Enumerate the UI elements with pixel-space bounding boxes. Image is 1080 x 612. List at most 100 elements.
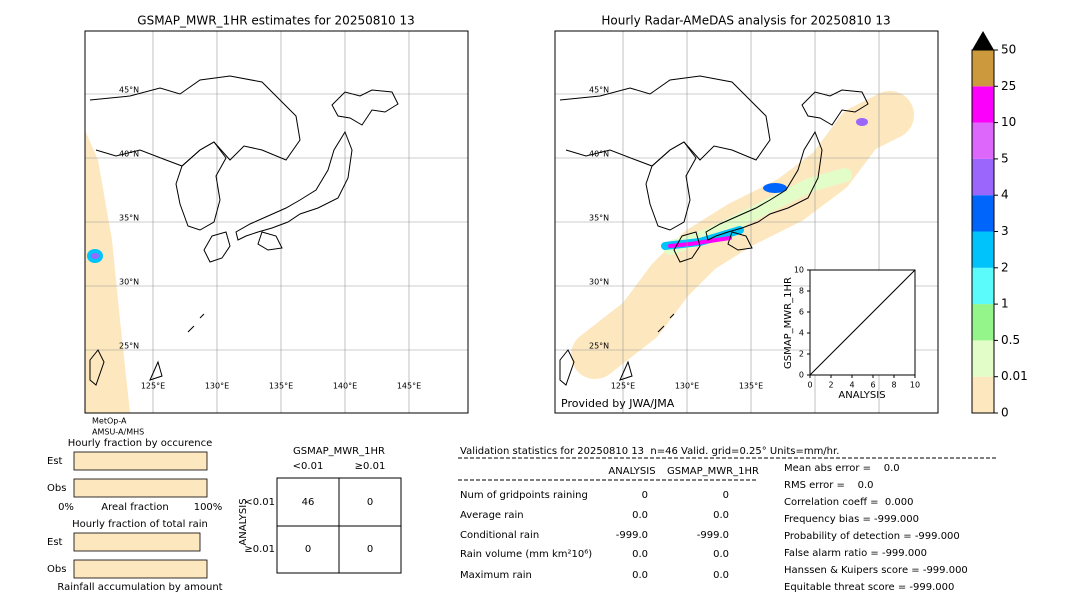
colorbar-segment [972, 231, 994, 268]
lat-label: 35°N [589, 214, 609, 223]
row-label: Est [47, 537, 63, 548]
colorbar: 0 0.01 0.5 1 2 3 4 5 10 25 50 [971, 31, 1028, 420]
inset-ylabel: GSMAP_MWR_1HR [783, 277, 794, 369]
lat-label: 30°N [119, 278, 139, 287]
y-tick-label: 10 [794, 266, 804, 275]
table-cell: 0 [305, 544, 311, 555]
table-cell: 0.0 [713, 549, 729, 560]
y-tick-label: 6 [799, 308, 804, 317]
lon-label: 130°E [205, 382, 229, 391]
row-label: Est [47, 456, 63, 467]
score: Mean abs error = 0.0 [784, 463, 900, 474]
rain-area [91, 253, 99, 259]
colorbar-label: 5 [1001, 151, 1009, 165]
table-cell: 0.0 [632, 510, 648, 521]
table-cell: 0.0 [713, 570, 729, 581]
coastline [89, 75, 399, 381]
table-title: GSMAP_MWR_1HR [293, 446, 385, 457]
row-label: Average rain [460, 510, 524, 521]
row-label: Obs [47, 483, 66, 494]
colorbar-segment [972, 158, 994, 196]
colorbar-segment [972, 267, 994, 305]
score: Hanssen & Kuipers score = -999.000 [784, 565, 968, 576]
colorbar-segment [972, 340, 994, 377]
y-tick-label: 0 [799, 371, 804, 380]
diagonal [809, 269, 916, 376]
x-tick-label: 4 [849, 381, 854, 390]
lat-label: 30°N [589, 278, 609, 287]
x-tick-label: 8 [891, 381, 896, 390]
lon-label: 130°E [675, 382, 699, 391]
map-frame [554, 30, 939, 414]
panel-title: Hourly fraction by occurence [68, 438, 212, 449]
row-header: ≥0.01 [244, 544, 275, 555]
graticule [85, 31, 468, 413]
y-tick-label: 4 [799, 329, 804, 338]
satellite-note: MetOp-A [92, 417, 127, 426]
y-tick-label: 8 [799, 287, 804, 296]
colorbar-label: 2 [1001, 260, 1009, 274]
left-map-content [85, 31, 468, 413]
credit: Provided by JWA/JMA [561, 397, 675, 410]
lat-label: 45°N [589, 86, 609, 95]
lon-label: 145°E [397, 382, 421, 391]
rain-area [763, 183, 787, 193]
colorbar-segment [972, 50, 994, 87]
score: False alarm ratio = -999.000 [784, 548, 927, 559]
score: Probability of detection = -999.000 [784, 531, 960, 542]
inset-axes: 00 2 2 4 4 6 6 8 8 10 10 [794, 266, 920, 390]
coastline [89, 349, 105, 386]
colorbar-segment [972, 86, 994, 123]
lat-label: 35°N [119, 214, 139, 223]
colorbar-label: 10 [1001, 115, 1016, 129]
satellite-note: AMSU-A/MHS [92, 428, 144, 437]
colorbar-segment [972, 195, 994, 232]
rain-area [85, 130, 130, 413]
colorbar-label: 1 [1001, 297, 1009, 311]
x-tick-label: 6 [870, 381, 875, 390]
table-cell: 0 [367, 544, 373, 555]
table-cell: 0.0 [632, 570, 648, 581]
panel-footer: Rainfall accumulation by amount [57, 582, 222, 593]
axis-label: 100% [194, 502, 223, 513]
lon-label: 140°E [333, 382, 357, 391]
map-title: GSMAP_MWR_1HR estimates for 20250810 13 [137, 14, 414, 28]
score: Correlation coeff = 0.000 [784, 497, 914, 508]
colorbar-extend [972, 31, 994, 50]
x-tick-label: 10 [910, 381, 920, 390]
fraction-panels: Hourly fraction by occurence Est Obs 0% Area… [47, 438, 223, 593]
lon-label: 125°E [611, 382, 635, 391]
colorbar-label: 3 [1001, 224, 1009, 238]
score: RMS error = 0.0 [784, 480, 874, 491]
x-tick-label: 2 [828, 381, 833, 390]
rain-area [856, 118, 868, 126]
score: Frequency bias = -999.000 [784, 514, 919, 525]
table-cell: 46 [302, 497, 315, 508]
colorbar-segment [972, 304, 994, 341]
inset-xlabel: ANALYSIS [838, 390, 885, 401]
row-axis-label: ANALYSIS [238, 498, 249, 545]
colorbar-label: 4 [1001, 188, 1009, 202]
fraction-bar [73, 532, 201, 552]
row-label: Rain volume (mm km²10⁶) [460, 549, 592, 560]
table-cell: 0 [367, 497, 373, 508]
column-header: ≥0.01 [355, 461, 386, 472]
column-header: ANALYSIS [608, 466, 655, 477]
fraction-bar [73, 559, 208, 579]
colorbar-label: 50 [1001, 43, 1016, 57]
table-cell: 0.0 [632, 549, 648, 560]
map-title: Hourly Radar-AMeDAS analysis for 2025081… [601, 14, 890, 28]
x-tick-label: 0 [807, 381, 812, 390]
table-cell: 0 [723, 490, 729, 501]
coastline [559, 349, 575, 386]
y-tick-label: 2 [799, 350, 804, 359]
right-map-content [555, 31, 938, 413]
colorbar-label: 25 [1001, 79, 1016, 93]
axis-label: Areal fraction [101, 502, 168, 513]
table-cell: -999.0 [697, 530, 729, 541]
axis-label: 0% [58, 502, 74, 513]
table-cell: 0 [642, 490, 648, 501]
lat-label: 25°N [119, 342, 139, 351]
colorbar-label: 0 [1001, 406, 1009, 420]
colorbar-segment [972, 376, 994, 413]
